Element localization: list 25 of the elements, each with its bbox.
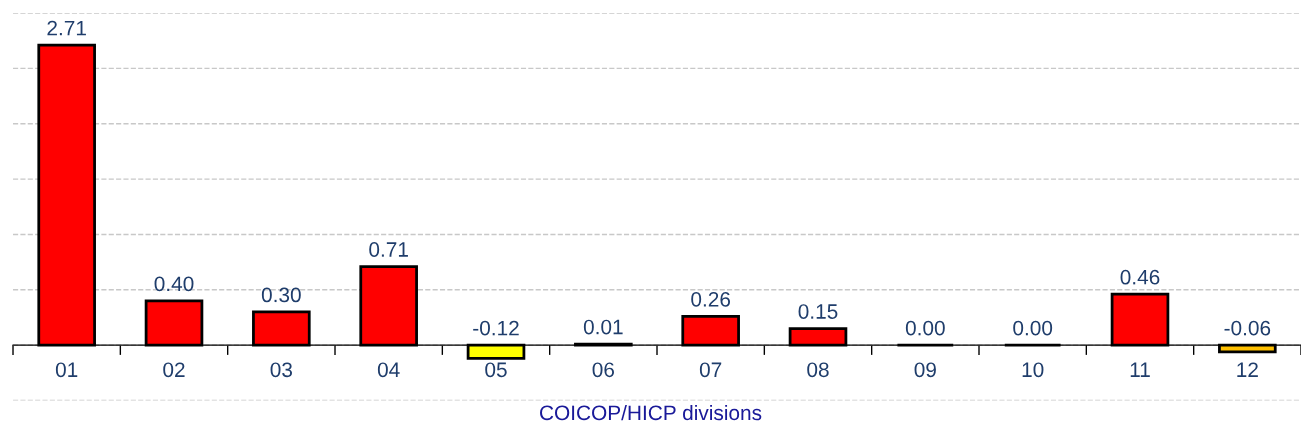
x-tick-label: 10 (1022, 362, 1044, 378)
data-label: 2.71 (47, 20, 86, 36)
data-label: 0.15 (798, 304, 838, 319)
x-tick-label: 08 (807, 362, 829, 378)
x-tick-label: 03 (270, 362, 293, 378)
data-label: -0.12 (473, 320, 519, 336)
x-tick-label: 11 (1130, 362, 1150, 377)
x-tick-label: 09 (914, 362, 936, 378)
data-label: 0.00 (905, 320, 945, 336)
data-label: 0.01 (583, 319, 623, 335)
x-tick-label: 05 (485, 362, 507, 378)
data-label: -0.06 (1224, 320, 1271, 336)
x-axis-title: COICOP/HICP divisions (540, 404, 762, 421)
x-tick-label: 02 (163, 362, 185, 378)
data-label: 0.26 (691, 291, 731, 307)
data-label: 0.30 (261, 287, 301, 303)
x-tick-label: 06 (592, 362, 615, 378)
x-tick-label: 07 (699, 362, 722, 378)
x-tick-label: 01 (55, 362, 78, 378)
data-label: 0.00 (1013, 320, 1053, 336)
x-tick-label: 12 (1237, 362, 1258, 377)
data-label: 0.71 (369, 242, 408, 257)
x-tick-label: 04 (377, 362, 400, 378)
data-label: 0.40 (154, 276, 194, 292)
data-label: 0.46 (1120, 269, 1160, 285)
